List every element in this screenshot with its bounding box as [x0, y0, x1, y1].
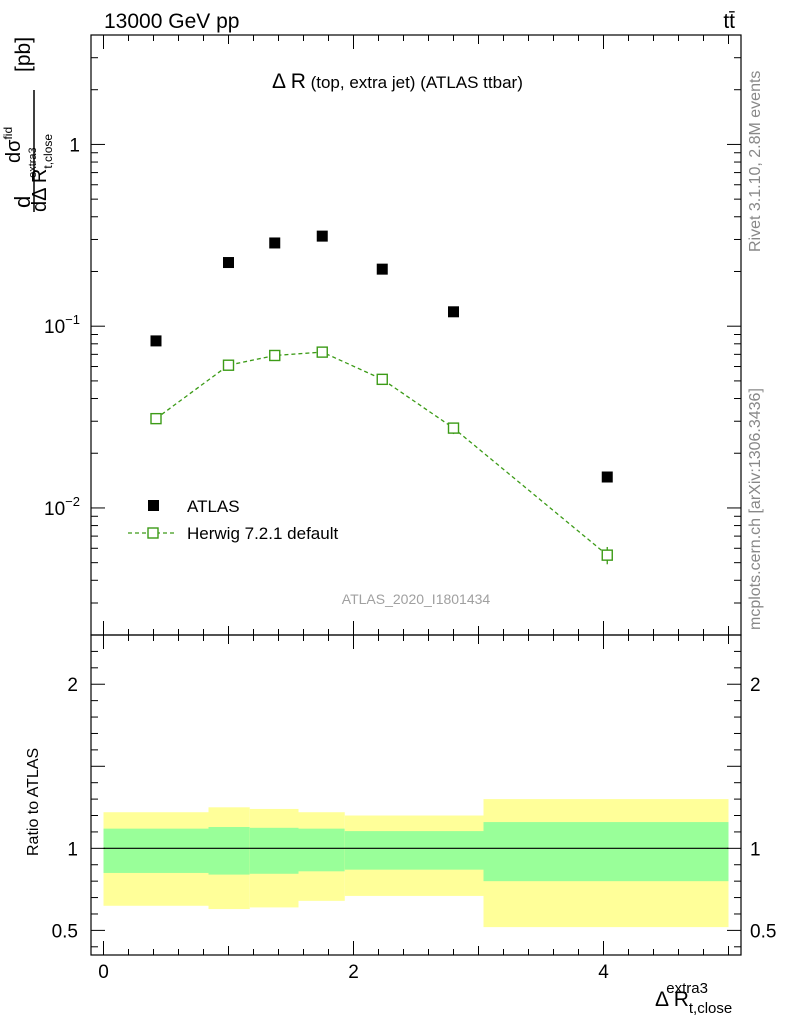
main-title-subtitle: (top, extra jet) (ATLAS ttbar) [306, 73, 523, 92]
legend-label-mc: Herwig 7.2.1 default [187, 524, 338, 543]
ratio-y-tick-label-left-2: 2 [67, 675, 78, 696]
data-point-5 [448, 306, 459, 318]
mc-point-2 [269, 349, 281, 362]
ratio-y-label: Ratio to ATLAS [25, 748, 42, 856]
legend-marker-data [148, 500, 159, 511]
main-y-tick-label-1: 10−1 [44, 312, 80, 338]
data-series [150, 230, 613, 483]
stat-uncertainty-band-2 [249, 827, 299, 874]
x-tick-label-1: 2 [348, 962, 359, 983]
process-label: tt̄ [723, 10, 735, 33]
stat-uncertainty-band-3 [298, 828, 345, 872]
mc-point-6 [601, 549, 613, 561]
ratio-y-tick-label-left-0: 0.5 [52, 921, 78, 942]
ratio-y-tick-label-right-2: 2 [750, 675, 761, 696]
mc-point-3 [316, 346, 328, 358]
x-tick-label-2: 4 [598, 962, 609, 983]
x-tick-label-0: 0 [98, 962, 109, 983]
ratio-bands [103, 799, 729, 928]
main-y-label-unit: [pb] [12, 37, 35, 72]
stat-uncertainty-band-0 [103, 828, 209, 873]
axes: 10−2 10−1 1 0 2 4 0.5 0.5 1 1 2 2 [44, 34, 776, 983]
legend: ATLAS Herwig 7.2.1 default [128, 497, 338, 543]
data-point-4 [376, 263, 388, 275]
mc-point-4 [376, 373, 388, 386]
main-y-label-denominator: dΔ Rt,closeextra3 [27, 134, 55, 212]
main-y-label: d dσfid dΔ Rt,closeextra3 [pb] [1, 37, 55, 212]
data-point-2 [269, 237, 281, 249]
mc-series [150, 346, 613, 565]
data-point-0 [150, 335, 162, 347]
x-axis-label: Δ Rt,closeextra3 [655, 980, 732, 1017]
ratio-y-tick-label-right-1: 1 [750, 839, 761, 860]
main-y-tick-label-0: 10−2 [44, 494, 80, 520]
data-point-3 [316, 230, 328, 242]
ratio-panel-frame [90, 634, 742, 956]
legend-label-data: ATLAS [187, 497, 240, 516]
mcplots-label: mcplots.cern.ch [arXiv:1306.3436] [747, 388, 764, 630]
data-point-6 [601, 471, 613, 483]
mc-point-1 [222, 359, 235, 371]
ratio-y-tick-label-right-0: 0.5 [750, 921, 776, 942]
mc-point-5 [447, 422, 460, 434]
stat-uncertainty-band-1 [208, 827, 250, 875]
main-title-symbol: Δ R [272, 70, 306, 93]
mc-point-0 [150, 412, 162, 425]
rivet-label: Rivet 3.1.10, 2.8M events [747, 71, 764, 252]
energy-label: 13000 GeV pp [104, 10, 239, 33]
data-point-1 [223, 257, 234, 269]
main-y-label-d: d [10, 196, 35, 208]
analysis-id: ATLAS_2020_I1801434 [342, 591, 491, 607]
stat-uncertainty-band-5 [483, 822, 729, 882]
main-y-label-numerator: dσfid [1, 127, 25, 163]
main-panel-frame [90, 34, 742, 636]
ratio-y-tick-label-left-1: 1 [67, 839, 78, 860]
stat-uncertainty-band-4 [344, 831, 484, 870]
main-title: Δ R (top, extra jet) (ATLAS ttbar) [272, 70, 523, 93]
main-y-tick-label-2: 1 [69, 135, 80, 156]
legend-marker-mc [147, 527, 159, 539]
